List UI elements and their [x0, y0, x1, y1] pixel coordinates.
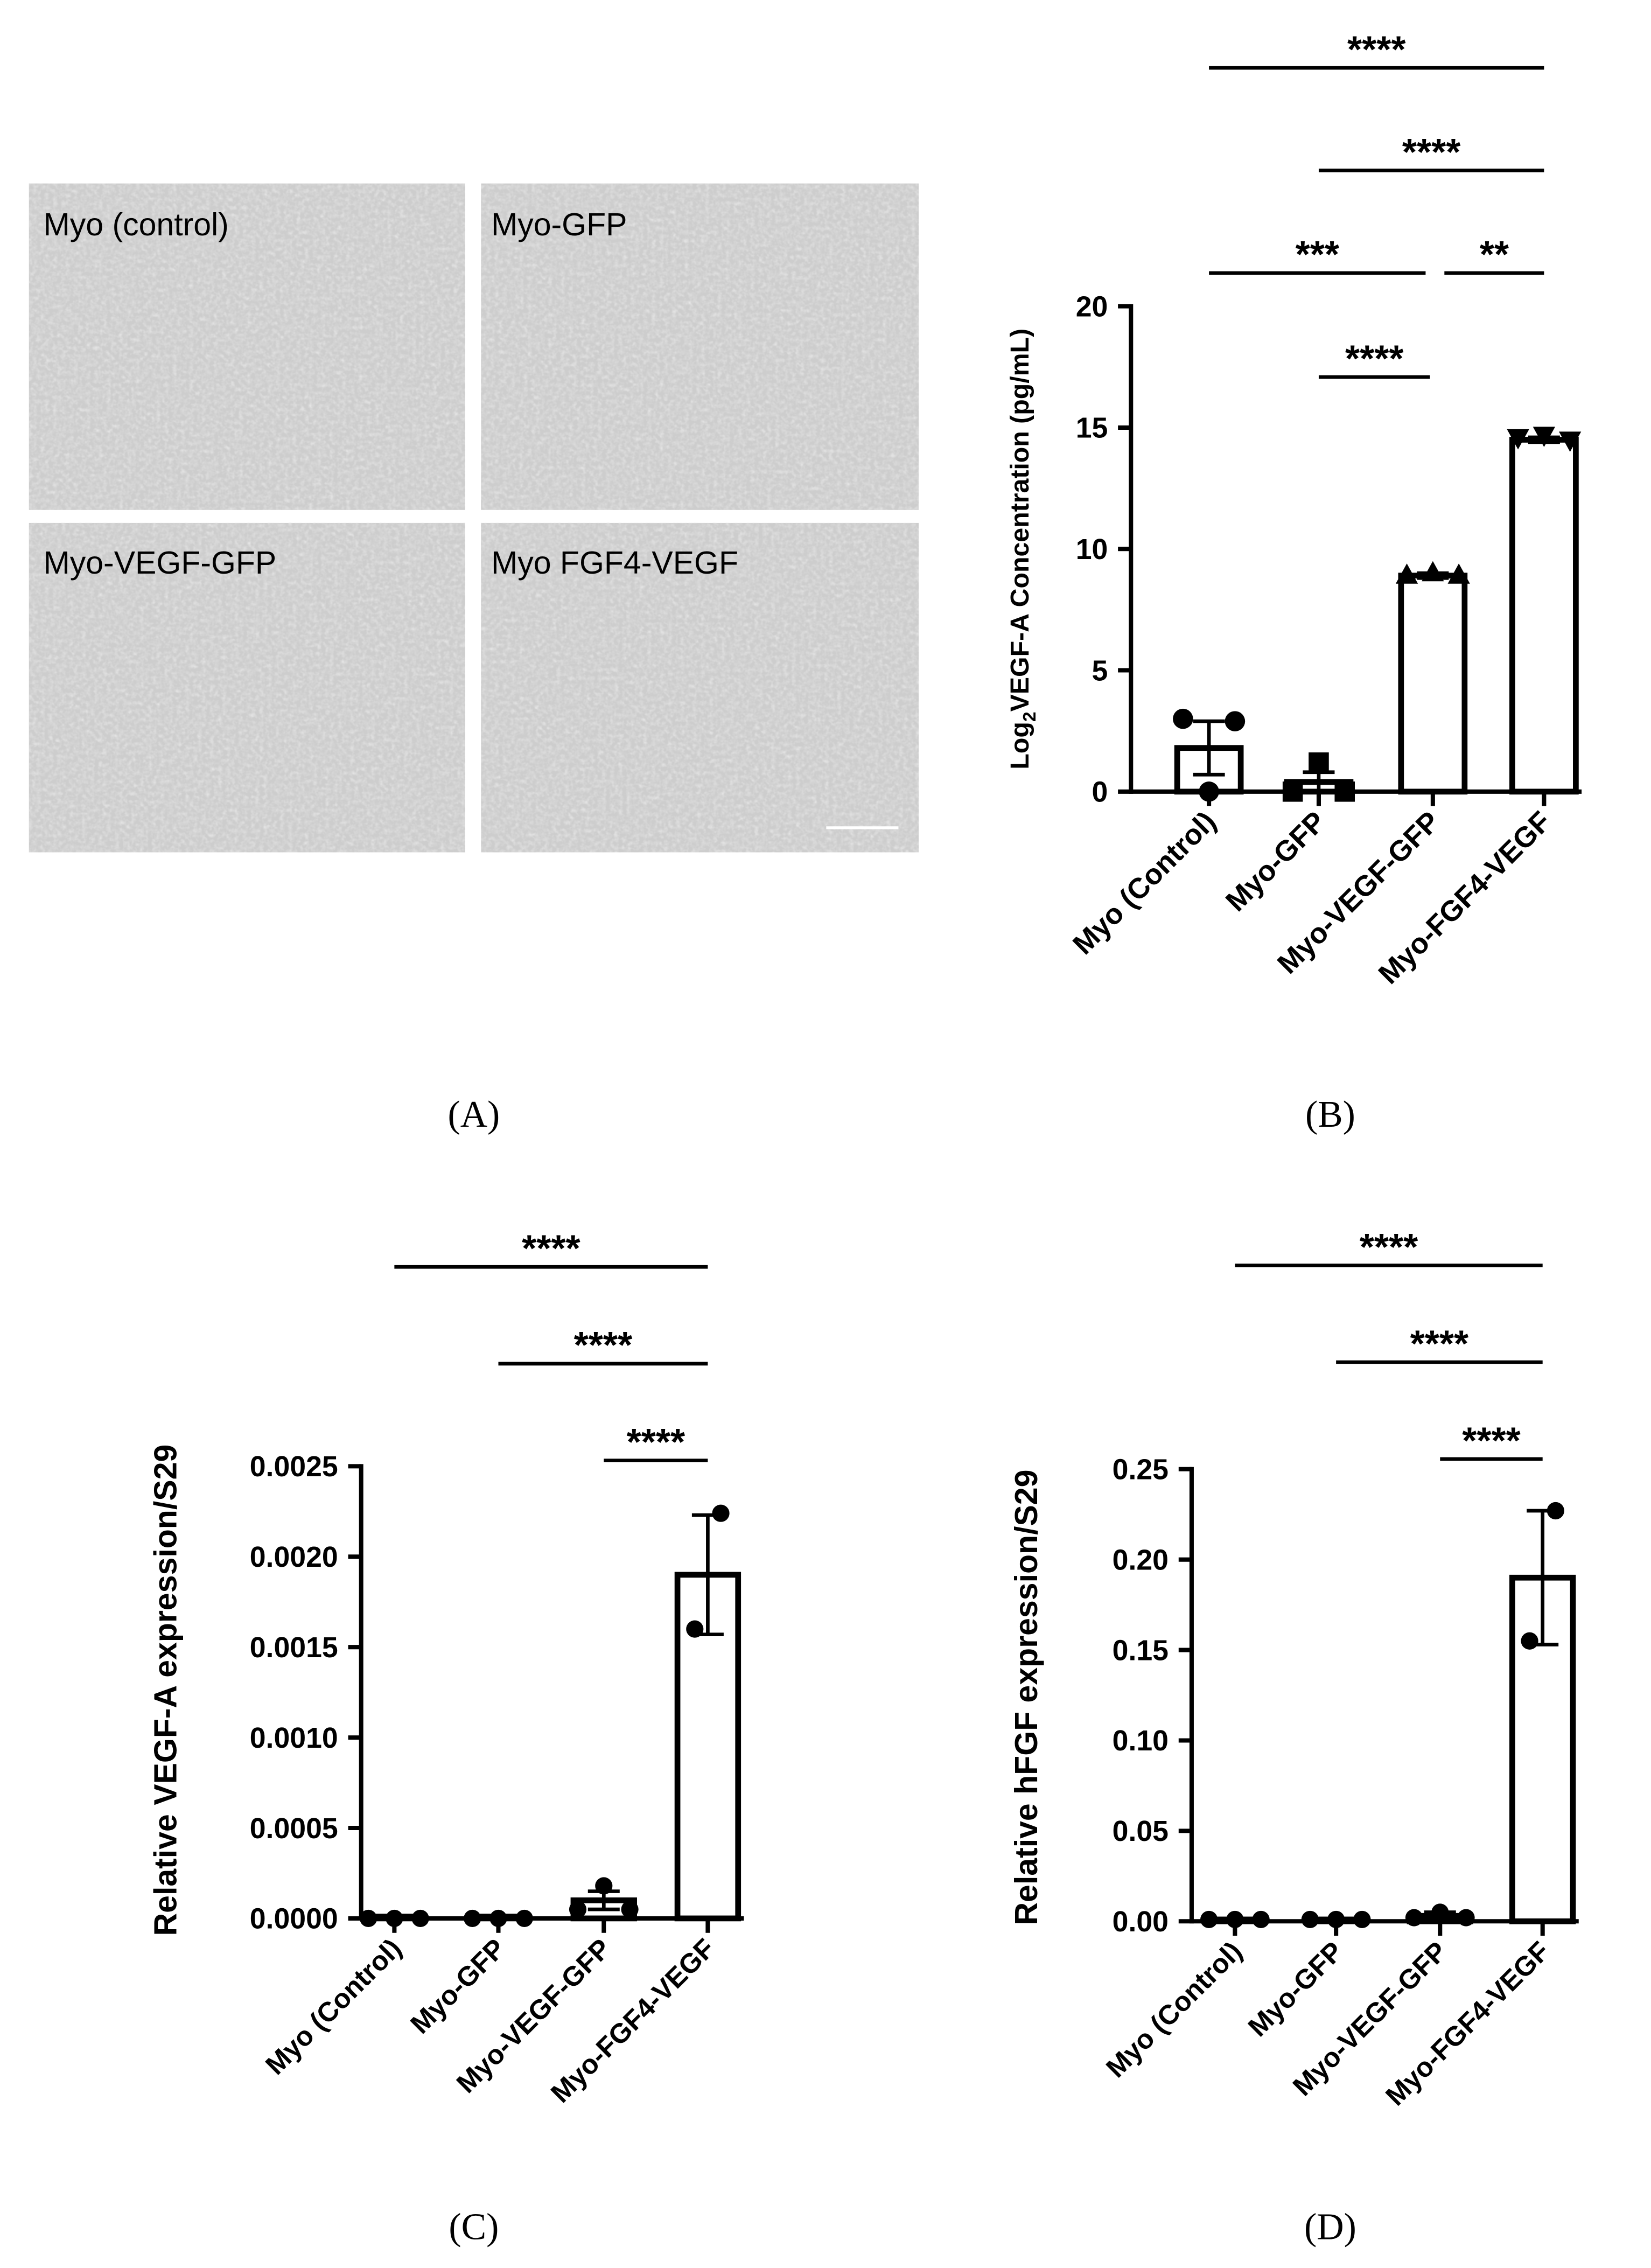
micrograph-texture	[29, 522, 465, 853]
x-tick-label: Myo-GFP	[1220, 805, 1332, 918]
significance-label: ****	[1347, 28, 1406, 70]
data-point	[1282, 781, 1303, 802]
x-tick-label: Myo-GFP	[1242, 1936, 1349, 2042]
data-point	[1405, 1909, 1423, 1927]
data-point	[411, 1909, 429, 1928]
micrograph-texture	[29, 183, 465, 510]
significance-label: ****	[1360, 1226, 1418, 1268]
significance-label: ****	[1402, 131, 1461, 173]
image-label: Myo FGF4-VEGF	[491, 545, 738, 581]
bar	[1398, 573, 1468, 795]
y-tick-label: 0.15	[1113, 1634, 1169, 1666]
micrographs: Myo (control) Myo-GFP Myo-VEGF-GFP Myo F…	[29, 183, 919, 853]
x-tick-label: Myo-GFP	[404, 1932, 511, 2039]
data-point	[1252, 1910, 1270, 1929]
y-tick-label: 0.20	[1113, 1544, 1169, 1576]
data-point	[1173, 708, 1193, 729]
data-point	[1395, 563, 1418, 584]
y-axis-label: Relative hFGF expression/S29	[1009, 1470, 1044, 1925]
data-point	[1301, 1910, 1319, 1929]
data-point	[1521, 1632, 1538, 1650]
data-point	[1200, 1910, 1218, 1929]
data-point	[515, 1909, 533, 1928]
panel-label: (B)	[1305, 1094, 1355, 1135]
data-point	[595, 1877, 613, 1895]
significance-label: ****	[1410, 1323, 1469, 1365]
data-point	[1447, 563, 1470, 584]
y-tick-label: 0.0005	[250, 1812, 338, 1845]
x-tick-label: Myo (Control)	[260, 1932, 407, 2080]
y-tick-label: 0	[1092, 776, 1108, 808]
image-label: Myo-GFP	[491, 207, 627, 242]
panel-label: (C)	[449, 2206, 499, 2248]
data-point	[1334, 781, 1355, 802]
significance-label: **	[1480, 233, 1509, 275]
data-point	[360, 1909, 377, 1928]
data-point	[1353, 1910, 1371, 1929]
error-bar	[1193, 719, 1225, 777]
image-label: Myo (control)	[44, 207, 229, 242]
y-tick-label: 0.10	[1113, 1725, 1169, 1757]
image-label: Myo-VEGF-GFP	[44, 545, 277, 581]
data-point	[1431, 1903, 1449, 1921]
significance-label: ***	[1296, 233, 1340, 275]
data-point	[1457, 1909, 1475, 1927]
data-point	[489, 1909, 507, 1928]
y-tick-label: 0.0015	[250, 1631, 338, 1664]
data-point	[1199, 781, 1219, 802]
significance-label: ****	[1345, 337, 1404, 379]
y-axis-label: Relative VEGF-A expression/S29	[148, 1444, 183, 1936]
significance-label: ****	[574, 1324, 633, 1366]
y-tick-label: 0.0025	[250, 1450, 338, 1483]
data-point	[621, 1901, 639, 1918]
data-point	[464, 1909, 481, 1928]
panel-label: (D)	[1304, 2206, 1356, 2248]
data-point	[1547, 1502, 1564, 1520]
y-axis-label-part: VEGF-A Concentration (pg/mL)	[1005, 329, 1034, 711]
y-tick-label: 10	[1076, 533, 1108, 566]
micrograph-texture	[481, 522, 919, 853]
data-point	[1309, 752, 1329, 773]
data-point	[386, 1909, 403, 1928]
data-point	[1225, 711, 1246, 731]
significance-label: ****	[522, 1227, 580, 1269]
significance-label: ****	[627, 1421, 685, 1463]
y-tick-label: 0.0010	[250, 1722, 338, 1754]
y-tick-label: 15	[1076, 412, 1108, 444]
micrograph-texture	[481, 183, 919, 510]
x-tick-label: Myo (Control)	[1100, 1936, 1248, 2083]
significance-label: ****	[1462, 1419, 1521, 1461]
panel-label: (A)	[447, 1094, 500, 1135]
data-point	[1533, 427, 1556, 447]
y-tick-label: 0.0020	[250, 1541, 338, 1573]
y-tick-label: 0.05	[1113, 1815, 1169, 1847]
data-point	[1507, 429, 1529, 450]
data-point	[1327, 1910, 1345, 1929]
data-point	[1422, 561, 1444, 582]
y-tick-label: 0.00	[1113, 1906, 1169, 1938]
data-point	[712, 1504, 730, 1522]
y-tick-label: 20	[1076, 290, 1108, 323]
x-tick-label: Myo (Control)	[1067, 805, 1222, 961]
data-point	[1559, 431, 1582, 452]
bar	[1509, 437, 1579, 795]
data-point	[569, 1901, 587, 1918]
y-axis-label-part: Log	[1005, 722, 1034, 769]
y-tick-label: 5	[1092, 654, 1108, 687]
y-axis-label: Log2VEGF-A Concentration (pg/mL)	[1005, 329, 1040, 770]
data-point	[686, 1620, 704, 1638]
data-point	[1226, 1910, 1244, 1929]
y-tick-label: 0.0000	[250, 1903, 338, 1935]
y-axis-label-sub: 2	[1019, 711, 1040, 722]
y-tick-label: 0.25	[1113, 1454, 1169, 1486]
